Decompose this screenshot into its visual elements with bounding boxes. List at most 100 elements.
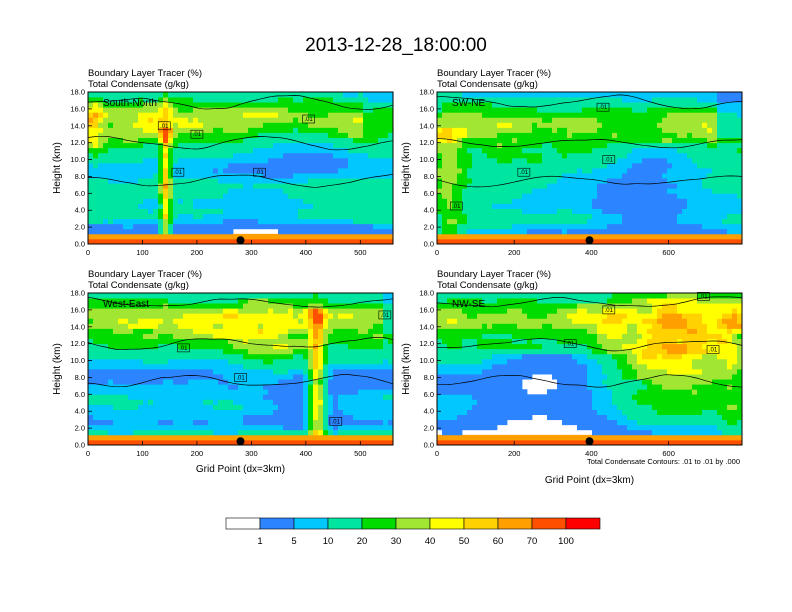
heatmap-cell — [108, 323, 114, 329]
heatmap-cell — [607, 127, 613, 133]
heatmap-cell — [647, 193, 653, 199]
heatmap-cell — [358, 127, 364, 133]
heatmap-cell — [163, 137, 169, 144]
heatmap-cell — [647, 228, 653, 235]
heatmap-cell — [273, 178, 279, 184]
heatmap-cell — [183, 303, 189, 309]
heatmap-cell — [253, 343, 259, 350]
heatmap-cell — [502, 228, 508, 235]
heatmap-cell — [358, 157, 364, 164]
heatmap-cell — [727, 157, 733, 164]
heatmap-cell — [333, 208, 339, 214]
heatmap-cell — [542, 142, 548, 149]
heatmap-cell — [133, 238, 139, 245]
heatmap-cell — [183, 208, 189, 214]
heatmap-cell — [168, 358, 174, 365]
heatmap-cell — [123, 208, 129, 214]
heatmap-cell — [482, 183, 488, 189]
heatmap-cell — [358, 168, 364, 174]
heatmap-cell — [457, 193, 463, 199]
heatmap-cell — [477, 228, 483, 235]
heatmap-cell — [93, 198, 99, 204]
heatmap-cell — [477, 142, 483, 149]
heatmap-cell — [328, 92, 334, 98]
heatmap-cell — [562, 132, 568, 138]
heatmap-cell — [173, 162, 179, 169]
heatmap-cell — [383, 97, 389, 103]
heatmap-cell — [437, 117, 443, 123]
heatmap-cell — [173, 102, 179, 108]
heatmap-cell — [168, 168, 174, 174]
heatmap-cell — [492, 162, 498, 169]
heatmap-cell — [368, 137, 374, 144]
heatmap-cell — [123, 127, 129, 133]
heatmap-cell — [108, 102, 114, 108]
heatmap-cell — [447, 162, 453, 169]
heatmap-cell — [497, 122, 503, 128]
heatmap-cell — [378, 233, 384, 240]
heatmap-cell — [258, 348, 264, 355]
heatmap-cell — [303, 208, 309, 214]
heatmap-cell — [318, 188, 324, 194]
heatmap-cell — [193, 112, 199, 118]
heatmap-cell — [98, 374, 104, 380]
heatmap-cell — [273, 313, 279, 319]
heatmap-cell — [208, 374, 214, 380]
heatmap-cell — [278, 137, 284, 144]
heatmap-cell — [103, 363, 109, 370]
heatmap-cell — [692, 198, 698, 204]
heatmap-cell — [572, 178, 578, 184]
heatmap-cell — [218, 414, 224, 421]
heatmap-cell — [732, 188, 738, 194]
heatmap-cell — [542, 193, 548, 199]
heatmap-cell — [358, 183, 364, 189]
heatmap-cell — [717, 107, 723, 113]
heatmap-cell — [98, 183, 104, 189]
heatmap-cell — [223, 112, 229, 118]
heatmap-cell — [188, 203, 194, 209]
heatmap-cell — [602, 188, 608, 194]
heatmap-cell — [542, 162, 548, 169]
heatmap-cell — [198, 379, 204, 385]
heatmap-cell — [288, 419, 294, 426]
heatmap-cell — [273, 112, 279, 118]
heatmap-cell — [308, 157, 314, 164]
heatmap-cell — [163, 102, 169, 108]
heatmap-cell — [617, 213, 623, 220]
heatmap-cell — [532, 162, 538, 169]
heatmap-cell — [363, 178, 369, 184]
heatmap-cell — [263, 434, 269, 441]
heatmap-cell — [662, 142, 668, 149]
heatmap-cell — [682, 223, 688, 230]
heatmap-cell — [567, 203, 573, 209]
heatmap-cell — [318, 198, 324, 204]
heatmap-cell — [153, 439, 159, 446]
heatmap-cell — [258, 363, 264, 370]
heatmap-cell — [687, 122, 693, 128]
heatmap-cell — [667, 168, 673, 174]
heatmap-cell — [457, 122, 463, 128]
heatmap-cell — [208, 102, 214, 108]
heatmap-cell — [328, 233, 334, 240]
heatmap-cell — [278, 439, 284, 446]
heatmap-cell — [98, 168, 104, 174]
heatmap-cell — [522, 233, 528, 240]
heatmap-cell — [103, 178, 109, 184]
heatmap-cell — [143, 358, 149, 365]
heatmap-cell — [168, 303, 174, 309]
heatmap-cell — [517, 233, 523, 240]
heatmap-cell — [572, 233, 578, 240]
heatmap-cell — [597, 152, 603, 159]
heatmap-cell — [702, 218, 708, 225]
heatmap-cell — [173, 414, 179, 421]
heatmap-cell — [592, 142, 598, 149]
heatmap-cell — [612, 97, 618, 103]
heatmap-cell — [333, 102, 339, 108]
heatmap-cell — [657, 92, 663, 98]
heatmap-cell — [447, 142, 453, 149]
heatmap-cell — [263, 338, 269, 345]
location-marker — [585, 236, 594, 245]
heatmap-cell — [527, 107, 533, 113]
heatmap-cell — [637, 223, 643, 230]
contour-label: .01 — [193, 132, 202, 138]
